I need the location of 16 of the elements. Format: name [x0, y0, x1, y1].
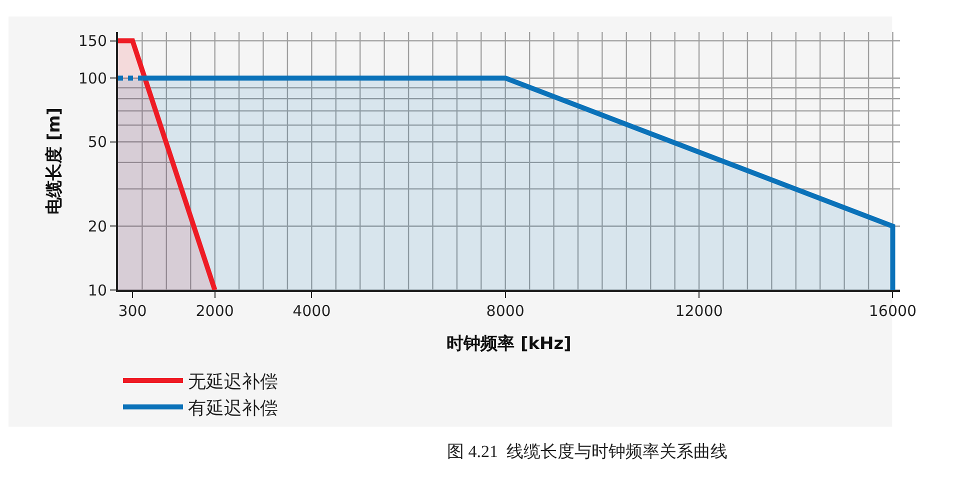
y-tick-label: 20: [88, 217, 107, 236]
x-tick-label: 12000: [675, 302, 723, 320]
x-tick-label: 4000: [292, 302, 331, 320]
x-tick-label: 300: [118, 302, 147, 320]
y-tick-label: 10: [88, 281, 107, 300]
y-tick-label: 100: [78, 69, 107, 88]
y-axis-title: 电缆长度 [m]: [44, 107, 64, 215]
x-tick-label: 16000: [868, 302, 917, 320]
y-tick-label: 50: [88, 133, 107, 152]
y-tick-label: 150: [78, 32, 107, 50]
x-tick-label: 2000: [196, 302, 234, 320]
x-axis-title: 时钟频率 [kHz]: [446, 334, 572, 354]
caption: 图 4.21 线缆长度与时钟频率关系曲线: [447, 442, 728, 461]
legend-label: 有延迟补偿: [188, 398, 278, 419]
legend-label: 无延迟补偿: [188, 371, 278, 392]
x-tick-label: 8000: [486, 302, 524, 320]
